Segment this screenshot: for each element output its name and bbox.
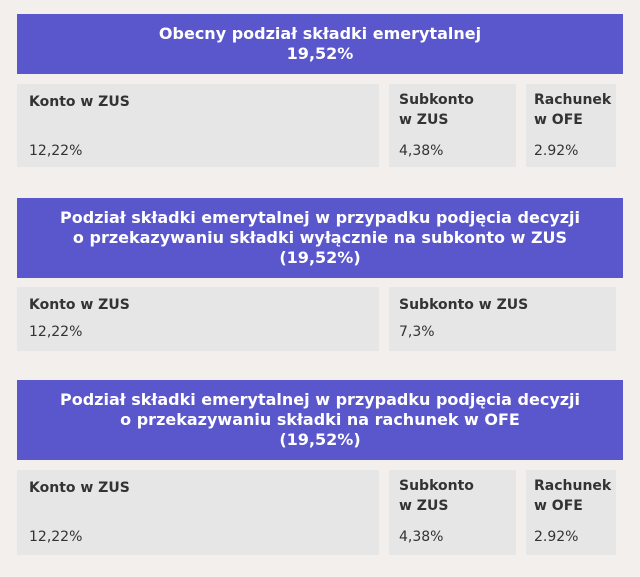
- section1-header: Obecny podział składki emerytalnej 19,52…: [17, 14, 623, 74]
- section3-subkonto-cell: Subkonto w ZUS 4,38%: [389, 470, 516, 555]
- section3-konto-value: 12,22%: [29, 529, 83, 545]
- section3-konto-label: Konto w ZUS: [29, 480, 130, 496]
- section2-title-line2: o przekazywaniu składki wyłącznie na sub…: [72, 228, 568, 247]
- section1-title-line2: 19,52%: [286, 44, 354, 63]
- section2-konto-value: 12,22%: [29, 324, 83, 340]
- section1-ofe-value: 2.92%: [534, 143, 579, 159]
- section1-konto-value: 12,22%: [29, 143, 83, 159]
- section1-subkonto-value: 4,38%: [399, 143, 444, 159]
- section2-konto-label: Konto w ZUS: [29, 297, 130, 313]
- section3-ofe-cell: Rachunek w OFE 2.92%: [526, 470, 616, 555]
- section2-title-line1: Podział składki emerytalnej w przypadku …: [59, 208, 581, 227]
- section1-title-line1: Obecny podział składki emerytalnej: [158, 24, 482, 43]
- section1-ofe-label-line1: Rachunek: [534, 92, 612, 108]
- section2-konto-cell: Konto w ZUS 12,22%: [17, 287, 379, 351]
- section3-title-line1: Podział składki emerytalnej w przypadku …: [59, 390, 581, 409]
- section1-subkonto-cell: Subkonto w ZUS 4,38%: [389, 84, 516, 167]
- section3-title-line3: (19,52%): [279, 430, 361, 449]
- section3-ofe-label-line1: Rachunek: [534, 478, 612, 494]
- section1-ofe-label-line2: w OFE: [534, 112, 583, 128]
- section2-subkonto-label: Subkonto w ZUS: [399, 297, 529, 313]
- section1-subkonto-label-line2: w ZUS: [399, 112, 449, 128]
- section3-subkonto-value: 4,38%: [399, 529, 444, 545]
- section3-header: Podział składki emerytalnej w przypadku …: [17, 380, 623, 460]
- section2-subkonto-cell: Subkonto w ZUS 7,3%: [389, 287, 616, 351]
- section3-ofe-label-line2: w OFE: [534, 498, 583, 514]
- section2-header: Podział składki emerytalnej w przypadku …: [17, 198, 623, 278]
- section1-konto-cell: Konto w ZUS 12,22%: [17, 84, 379, 167]
- section2-subkonto-value: 7,3%: [399, 324, 435, 340]
- section2-title-line3: (19,52%): [279, 248, 361, 267]
- section3-subkonto-label: Subkonto w ZUS: [399, 476, 474, 516]
- section3-ofe-value: 2.92%: [534, 529, 579, 545]
- section1-ofe-label: Rachunek w OFE: [534, 90, 611, 130]
- section3-title-line2: o przekazywaniu składki na rachunek w OF…: [120, 410, 520, 429]
- section1-ofe-cell: Rachunek w OFE 2.92%: [526, 84, 616, 167]
- section1-subkonto-label-line1: Subkonto: [399, 92, 474, 108]
- section1-konto-label: Konto w ZUS: [29, 94, 130, 110]
- section3-ofe-label: Rachunek w OFE: [534, 476, 611, 516]
- section3-konto-cell: Konto w ZUS 12,22%: [17, 470, 379, 555]
- section3-subkonto-label-line2: w ZUS: [399, 498, 449, 514]
- section1-subkonto-label: Subkonto w ZUS: [399, 90, 474, 130]
- section3-subkonto-label-line1: Subkonto: [399, 478, 474, 494]
